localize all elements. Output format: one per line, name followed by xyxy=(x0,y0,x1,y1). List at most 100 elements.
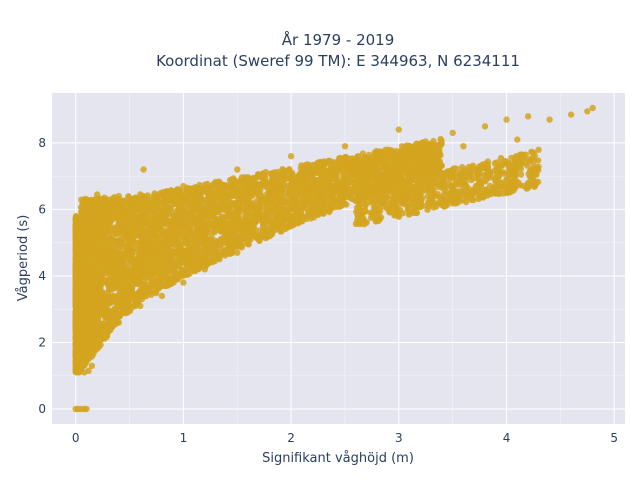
data-point xyxy=(113,226,119,232)
data-point xyxy=(216,180,222,186)
data-point xyxy=(162,228,168,234)
data-point xyxy=(349,169,355,175)
data-point xyxy=(399,143,405,149)
data-point xyxy=(186,221,192,227)
data-point xyxy=(94,207,100,213)
data-point xyxy=(149,240,155,246)
data-point xyxy=(313,167,319,173)
data-point xyxy=(298,165,304,171)
data-point xyxy=(141,240,147,246)
data-point xyxy=(95,231,101,237)
data-point xyxy=(151,280,157,286)
data-point xyxy=(277,215,283,221)
data-point xyxy=(79,223,85,229)
data-point xyxy=(159,262,165,268)
data-point xyxy=(186,263,192,269)
data-point xyxy=(172,251,178,257)
data-point xyxy=(184,270,190,276)
data-point xyxy=(148,232,154,238)
data-point xyxy=(189,248,195,254)
data-point xyxy=(115,270,121,276)
data-point xyxy=(98,261,104,267)
data-point xyxy=(143,249,149,255)
data-point xyxy=(109,252,115,258)
data-point xyxy=(111,241,117,247)
data-point xyxy=(212,249,218,255)
data-point xyxy=(132,259,138,265)
data-point xyxy=(270,224,276,230)
data-point xyxy=(118,301,124,307)
data-point xyxy=(172,218,178,224)
data-point xyxy=(226,198,232,204)
data-point xyxy=(279,191,285,197)
data-point xyxy=(128,279,134,285)
data-point xyxy=(380,172,386,178)
data-point xyxy=(285,173,291,179)
data-point xyxy=(393,160,399,166)
data-point xyxy=(148,292,154,298)
data-point xyxy=(229,218,235,224)
data-point xyxy=(297,186,303,192)
data-point xyxy=(108,216,114,222)
data-point xyxy=(400,153,406,159)
data-point xyxy=(292,191,298,197)
data-point xyxy=(239,180,245,186)
data-point xyxy=(210,255,216,261)
data-point xyxy=(291,183,297,189)
data-point xyxy=(193,205,199,211)
data-point xyxy=(255,190,261,196)
data-point xyxy=(285,209,291,215)
data-point xyxy=(243,208,249,214)
data-point xyxy=(211,229,217,235)
data-point xyxy=(387,152,393,158)
data-point xyxy=(133,241,139,247)
data-point xyxy=(126,243,132,249)
data-point xyxy=(296,207,302,213)
data-point xyxy=(146,216,152,222)
data-point xyxy=(99,299,105,305)
data-point xyxy=(305,182,311,188)
data-point xyxy=(321,170,327,176)
data-point xyxy=(245,239,251,245)
data-point xyxy=(104,306,110,312)
data-point xyxy=(123,291,129,297)
data-point xyxy=(157,284,163,290)
data-point xyxy=(183,240,189,246)
data-point xyxy=(79,200,85,206)
data-point xyxy=(115,214,121,220)
data-point xyxy=(283,199,289,205)
data-point xyxy=(87,273,93,279)
data-point xyxy=(114,310,120,316)
data-point xyxy=(199,255,205,261)
data-point xyxy=(110,283,116,289)
data-point xyxy=(170,276,176,282)
data-point xyxy=(163,282,169,288)
data-point xyxy=(273,201,279,207)
data-point xyxy=(172,195,178,201)
data-point xyxy=(271,194,277,200)
data-point xyxy=(222,247,228,253)
data-point xyxy=(139,282,145,288)
data-point xyxy=(430,141,436,147)
data-point xyxy=(328,190,334,196)
data-point xyxy=(346,190,352,196)
data-point xyxy=(329,199,335,205)
data-point xyxy=(217,242,223,248)
data-point xyxy=(299,199,305,205)
data-point xyxy=(89,223,95,229)
data-point xyxy=(214,188,220,194)
data-point xyxy=(297,178,303,184)
data-point xyxy=(194,247,200,253)
data-point xyxy=(308,173,314,179)
data-point xyxy=(411,159,417,165)
data-point xyxy=(152,258,158,264)
data-point xyxy=(176,188,182,194)
data-point xyxy=(235,215,241,221)
data-point xyxy=(218,224,224,230)
data-point xyxy=(276,183,282,189)
data-point xyxy=(93,297,99,303)
data-point xyxy=(301,171,307,177)
data-point xyxy=(261,218,267,224)
